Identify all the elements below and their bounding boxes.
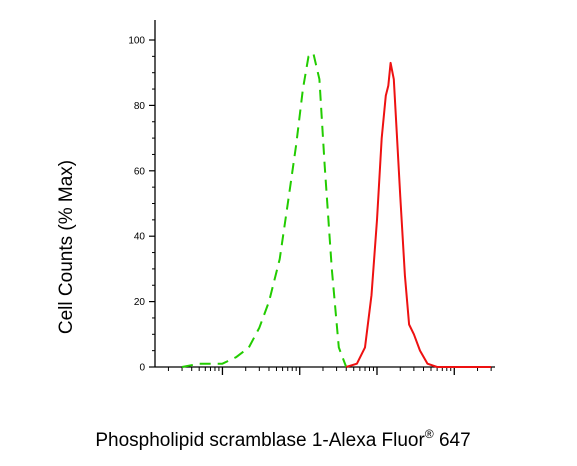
series-red-solid-line — [345, 61, 492, 368]
x-axis-title-main: Phospholipid scramblase 1-Alexa Fluor — [95, 430, 425, 451]
series-layer — [181, 52, 492, 368]
y-tick-label: 0 — [139, 363, 145, 374]
series-green-dashed-line — [181, 52, 348, 368]
x-axis — [155, 366, 495, 375]
x-axis-title: Phospholipid scramblase 1-Alexa Fluor® 6… — [95, 427, 470, 451]
y-tick-label: 100 — [128, 36, 145, 47]
x-axis-title-suffix: 647 — [434, 430, 471, 451]
y-tick-label: 40 — [134, 232, 146, 243]
y-axis-title: Cell Counts (% Max) — [56, 160, 77, 334]
y-tick-label: 80 — [134, 101, 146, 112]
y-tick-label: 20 — [134, 297, 146, 308]
y-tick-label: 60 — [134, 166, 146, 177]
x-axis-title-registered-mark: ® — [425, 427, 434, 441]
y-axis: 0 20 40 60 80 100 — [128, 20, 156, 374]
